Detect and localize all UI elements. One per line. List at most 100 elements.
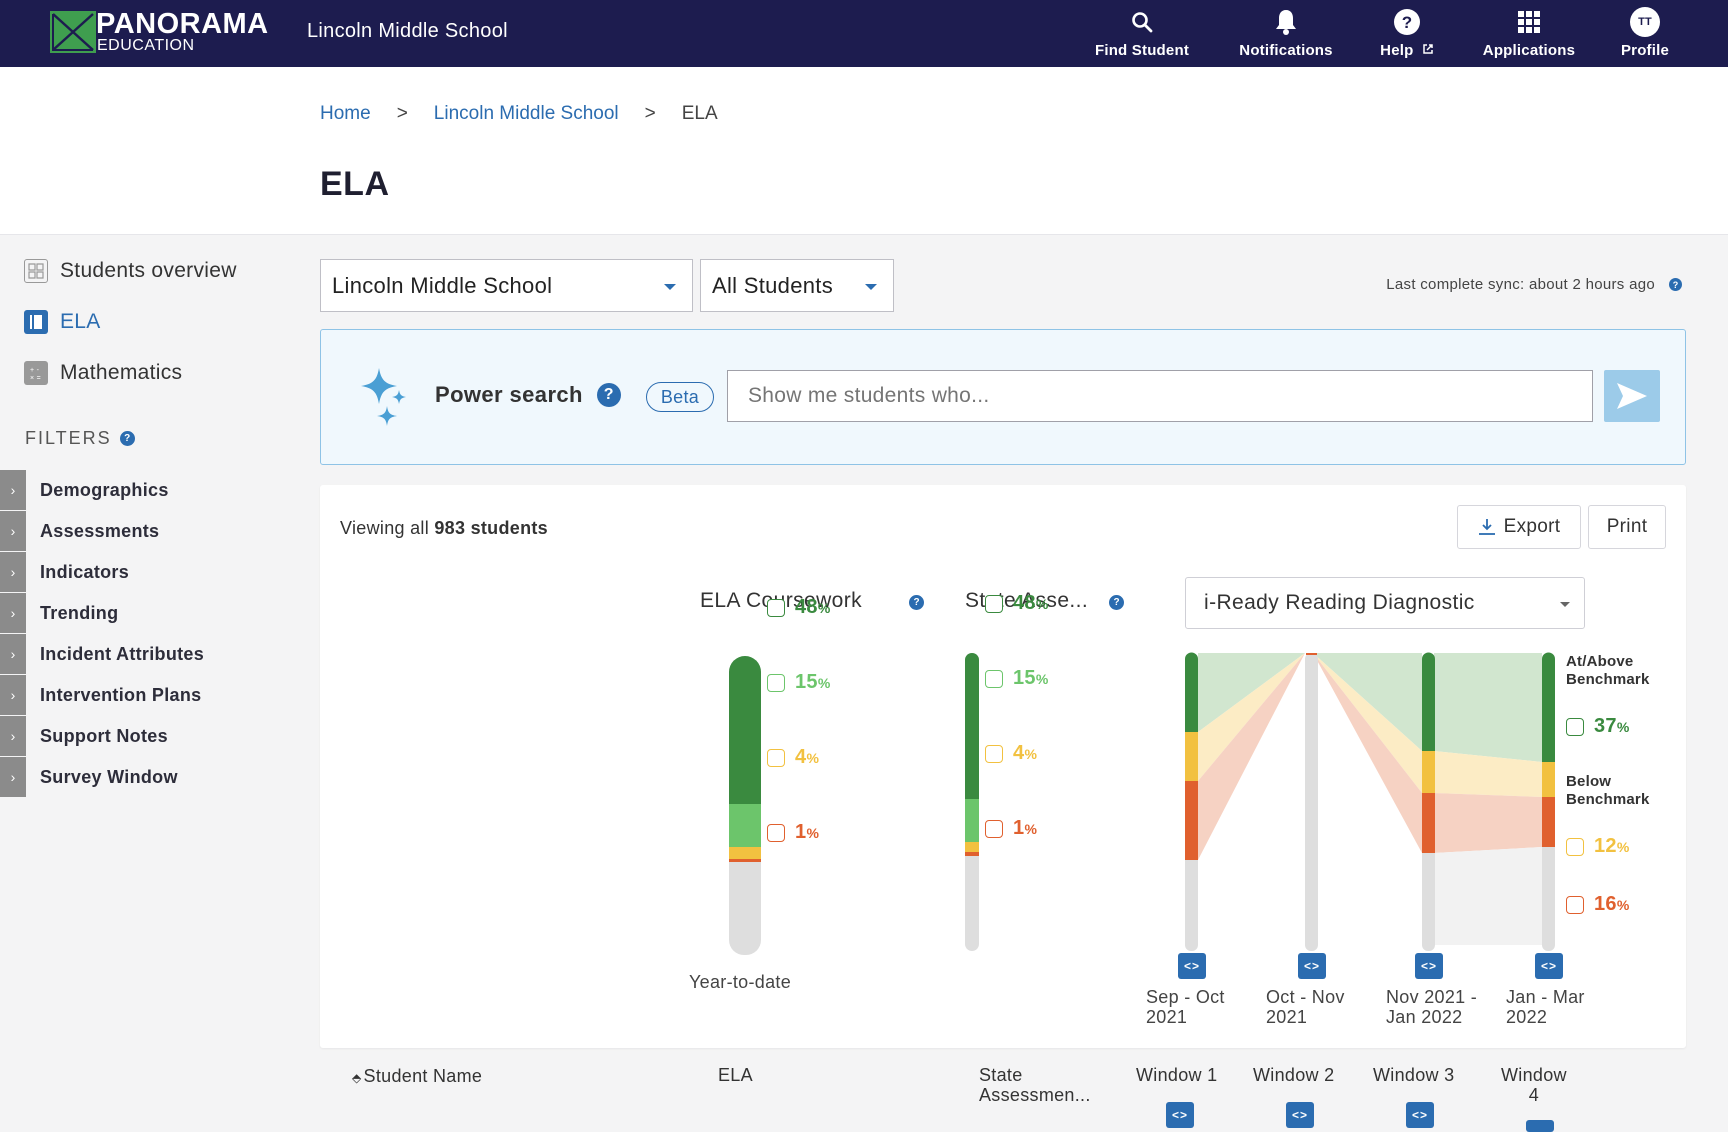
sidebar-item-ela[interactable]: ELA bbox=[24, 307, 101, 337]
sidebar-item-students-overview[interactable]: Students overview bbox=[24, 256, 237, 286]
iready-pct-well-below[interactable]: 16% bbox=[1566, 893, 1630, 916]
viewing-prefix: Viewing all bbox=[340, 518, 430, 538]
window4-expand-button[interactable]: <> bbox=[1535, 953, 1563, 979]
iready-pct-below[interactable]: 12% bbox=[1566, 835, 1630, 858]
profile-button[interactable]: TT Profile bbox=[1610, 6, 1680, 62]
checkbox[interactable] bbox=[767, 748, 785, 767]
checkbox[interactable] bbox=[985, 594, 1003, 613]
students-select[interactable]: All Students bbox=[700, 259, 894, 312]
checkbox[interactable] bbox=[985, 819, 1003, 838]
power-search-input[interactable] bbox=[727, 370, 1593, 422]
breadcrumb-current: ELA bbox=[681, 103, 718, 124]
filter-label: Survey Window bbox=[40, 766, 178, 787]
window3-expand-button[interactable]: <> bbox=[1415, 953, 1443, 979]
window4-column-expand-button[interactable] bbox=[1526, 1120, 1554, 1132]
sort-icon: ⬘ bbox=[352, 1071, 362, 1085]
checkbox[interactable] bbox=[767, 598, 785, 617]
breadcrumb: Home > Lincoln Middle School > ELA bbox=[320, 103, 718, 125]
chevron-right-icon: › bbox=[0, 716, 26, 756]
window2-expand-button[interactable]: <> bbox=[1298, 953, 1326, 979]
filter-label: Incident Attributes bbox=[40, 643, 205, 664]
student-name-column-header[interactable]: ⬘ Student Name bbox=[352, 1066, 483, 1086]
state-segment-well-below bbox=[965, 852, 979, 856]
window2-column-header[interactable]: Window 2 bbox=[1253, 1065, 1335, 1085]
checkbox[interactable] bbox=[1566, 837, 1584, 856]
filter-indicators[interactable]: › Indicators bbox=[0, 552, 288, 592]
brand-name: PANORAMA bbox=[96, 8, 269, 40]
calculator-icon: + - × = bbox=[24, 361, 48, 385]
window4-column-header[interactable]: Window 4 bbox=[1501, 1065, 1567, 1105]
window2-column-expand-button[interactable]: <> bbox=[1286, 1102, 1314, 1128]
download-icon bbox=[1478, 519, 1495, 535]
iready-pct-at-above[interactable]: 37% bbox=[1566, 715, 1630, 738]
breadcrumb-home-link[interactable]: Home bbox=[320, 103, 371, 124]
ela-pct-well-below[interactable]: 1% bbox=[767, 821, 819, 844]
ela-pct-approaching[interactable]: 15% bbox=[767, 671, 831, 694]
filter-assessments[interactable]: › Assessments bbox=[0, 511, 288, 551]
window1-expand-button[interactable]: <> bbox=[1178, 953, 1206, 979]
filter-incident-attributes[interactable]: › Incident Attributes bbox=[0, 634, 288, 674]
filter-trending[interactable]: › Trending bbox=[0, 593, 288, 633]
help-label: Help bbox=[1380, 42, 1414, 59]
ela-column-header[interactable]: ELA bbox=[718, 1065, 753, 1085]
breadcrumb-school-link[interactable]: Lincoln Middle School bbox=[433, 103, 619, 124]
checkbox[interactable] bbox=[767, 673, 785, 692]
ela-segment-approaching bbox=[729, 804, 761, 847]
notifications-label: Notifications bbox=[1239, 42, 1333, 59]
window1-yellow bbox=[1185, 732, 1198, 781]
help-button[interactable]: ? Help bbox=[1372, 6, 1442, 62]
find-student-button[interactable]: Find Student bbox=[1086, 6, 1198, 62]
checkbox[interactable] bbox=[767, 823, 785, 842]
state-assessment-column-header[interactable]: State Assessmen... bbox=[979, 1065, 1091, 1105]
puzzle-icon bbox=[24, 259, 48, 283]
ela-coursework-help-icon[interactable]: ? bbox=[909, 595, 924, 610]
export-button[interactable]: Export bbox=[1457, 505, 1581, 549]
window3-column-expand-button[interactable]: <> bbox=[1406, 1102, 1434, 1128]
print-button[interactable]: Print bbox=[1588, 505, 1666, 549]
state-assessment-help-icon[interactable]: ? bbox=[1109, 595, 1124, 610]
ela-segment-well-below bbox=[729, 859, 761, 862]
assessment-select[interactable]: i-Ready Reading Diagnostic bbox=[1185, 577, 1585, 629]
profile-label: Profile bbox=[1620, 42, 1670, 59]
state-pct-at-above[interactable]: 48% bbox=[985, 592, 1049, 615]
flow-orange-1 bbox=[1198, 653, 1305, 860]
power-search-submit-button[interactable] bbox=[1604, 370, 1660, 422]
chevron-right-icon: › bbox=[0, 675, 26, 715]
window1-column-expand-button[interactable]: <> bbox=[1166, 1102, 1194, 1128]
search-icon bbox=[1086, 6, 1198, 38]
window3-label: Nov 2021 - Jan 2022 bbox=[1386, 987, 1478, 1027]
checkbox[interactable] bbox=[1566, 895, 1584, 914]
state-pct-approaching[interactable]: 15% bbox=[985, 667, 1049, 690]
window3-column-header[interactable]: Window 3 bbox=[1373, 1065, 1455, 1085]
filter-support-notes[interactable]: › Support Notes bbox=[0, 716, 288, 756]
students-select-value: All Students bbox=[712, 272, 834, 298]
filter-intervention-plans[interactable]: › Intervention Plans bbox=[0, 675, 288, 715]
checkbox[interactable] bbox=[1566, 717, 1584, 736]
notifications-button[interactable]: Notifications bbox=[1228, 6, 1344, 62]
window1-column-header[interactable]: Window 1 bbox=[1136, 1065, 1218, 1085]
panorama-logo[interactable] bbox=[50, 11, 96, 53]
chevron-right-icon: › bbox=[0, 470, 26, 510]
sidebar-item-mathematics[interactable]: + - × = Mathematics bbox=[24, 358, 182, 388]
ela-pct-at-above[interactable]: 48% bbox=[767, 596, 831, 619]
state-pct-below[interactable]: 4% bbox=[985, 742, 1037, 765]
ela-pct-below[interactable]: 4% bbox=[767, 746, 819, 769]
school-select[interactable]: Lincoln Middle School bbox=[320, 259, 693, 312]
window4-yellow bbox=[1542, 762, 1555, 797]
filter-survey-window[interactable]: › Survey Window bbox=[0, 757, 288, 797]
iready-flow-chart[interactable] bbox=[1185, 652, 1555, 952]
state-pct-well-below[interactable]: 1% bbox=[985, 817, 1037, 840]
filter-demographics[interactable]: › Demographics bbox=[0, 470, 288, 510]
ela-bar[interactable] bbox=[729, 656, 761, 955]
sidebar-item-label: Mathematics bbox=[60, 361, 183, 384]
sync-help-icon[interactable]: ? bbox=[1669, 278, 1682, 291]
window1-green bbox=[1185, 652, 1198, 732]
chevron-right-icon: › bbox=[0, 634, 26, 674]
filters-help-icon[interactable]: ? bbox=[119, 431, 135, 446]
window3-yellow bbox=[1422, 751, 1435, 793]
checkbox[interactable] bbox=[985, 669, 1003, 688]
applications-button[interactable]: Applications bbox=[1474, 6, 1584, 62]
state-bar[interactable] bbox=[965, 653, 979, 951]
power-search-help-icon[interactable]: ? bbox=[596, 383, 621, 407]
checkbox[interactable] bbox=[985, 744, 1003, 763]
